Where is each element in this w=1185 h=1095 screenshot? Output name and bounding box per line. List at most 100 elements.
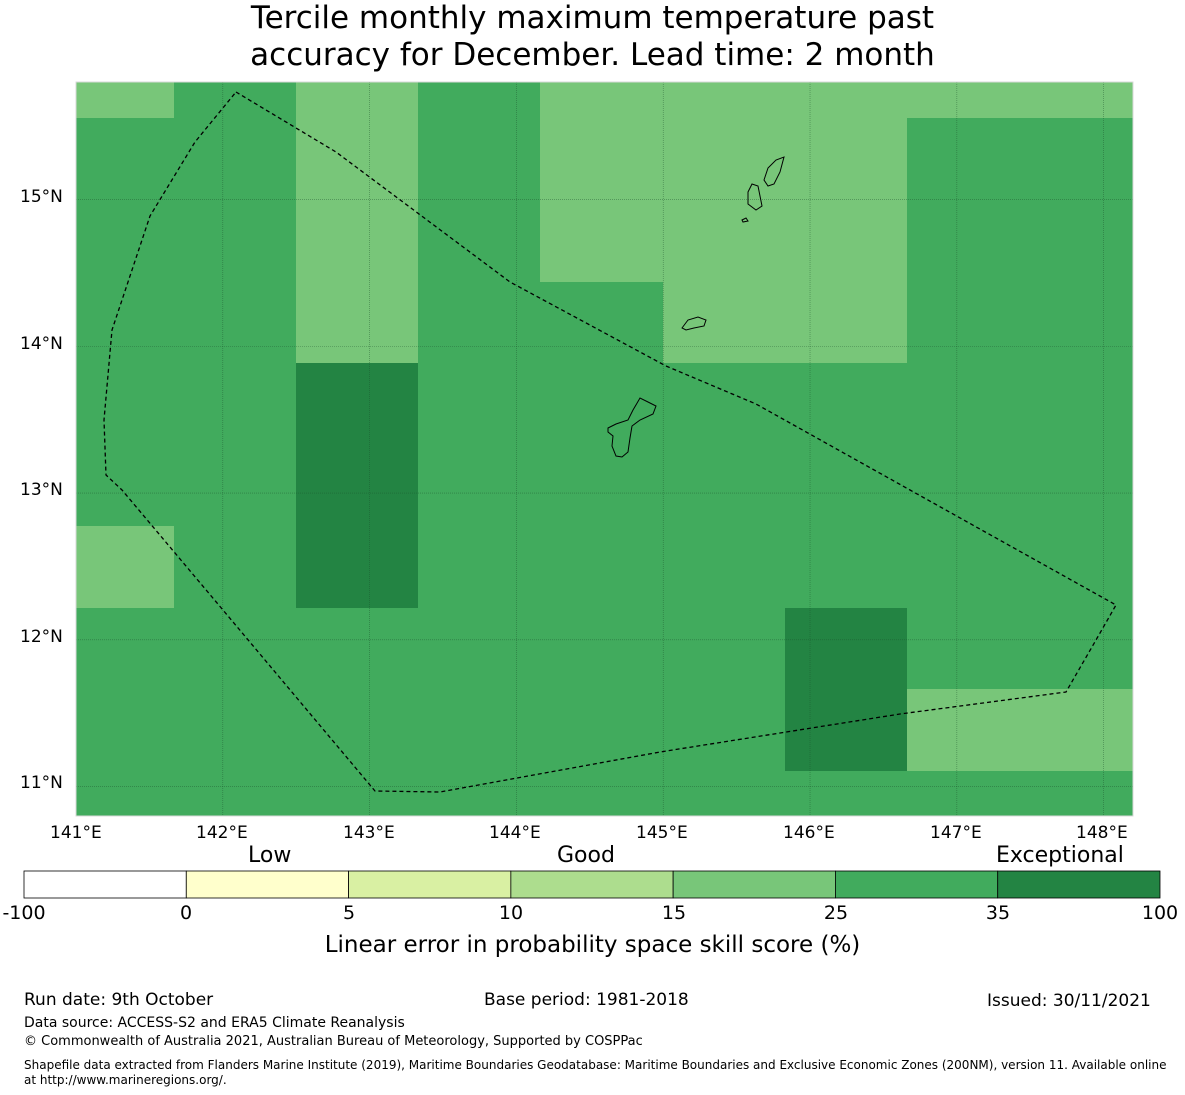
grid-cell xyxy=(785,363,908,446)
grid-cell xyxy=(663,363,786,446)
run-date: Run date: 9th October xyxy=(24,990,214,1010)
colorbar-tick: 10 xyxy=(498,902,524,924)
grid-cell xyxy=(540,363,664,446)
islands xyxy=(607,156,785,458)
grid-cell xyxy=(663,526,786,609)
grid-cell xyxy=(1029,689,1134,772)
grid-cell xyxy=(907,771,1030,817)
grid-cell xyxy=(663,82,786,119)
grid-cell xyxy=(418,82,541,119)
grid-cell xyxy=(785,445,908,527)
lon-tick: 148°E xyxy=(1076,823,1128,843)
grid-cell xyxy=(785,118,908,201)
island-tinian xyxy=(747,183,763,211)
lon-tick: 144°E xyxy=(489,823,541,843)
grid-cell xyxy=(174,445,297,527)
grid-cell xyxy=(907,282,1030,364)
grid-cell xyxy=(907,689,1030,772)
grid-cell xyxy=(76,82,175,119)
colorbar xyxy=(23,870,1161,899)
colorbar-segment xyxy=(348,870,512,899)
grid-cell xyxy=(418,363,541,446)
grid-cell xyxy=(76,771,175,817)
grid-cell xyxy=(418,118,541,201)
grid-cell xyxy=(76,363,175,446)
grid-cell xyxy=(907,526,1030,609)
copyright: © Commonwealth of Australia 2021, Austra… xyxy=(24,1034,643,1049)
grid-cell xyxy=(296,445,419,527)
lon-tick: 142°E xyxy=(196,823,248,843)
grid-cell xyxy=(418,689,541,772)
grid-cell xyxy=(76,282,175,364)
colorbar-tick: 0 xyxy=(179,902,193,924)
grid-cell xyxy=(540,282,664,364)
category-low: Low xyxy=(248,843,292,868)
grid-cell xyxy=(418,608,541,690)
colorbar-segment xyxy=(997,870,1161,899)
grid-cell xyxy=(174,526,297,609)
grid-cell xyxy=(174,200,297,283)
grid-cell xyxy=(296,689,419,772)
grid-cell xyxy=(1029,282,1134,364)
grid-cell xyxy=(907,118,1030,201)
grid-cell xyxy=(907,82,1030,119)
grid-cell xyxy=(296,282,419,364)
grid-cell xyxy=(76,689,175,772)
colorbar-segment xyxy=(23,870,187,899)
grid-cell xyxy=(296,526,419,609)
grid-cell xyxy=(540,82,664,119)
grid-cell xyxy=(1029,526,1134,609)
grid-cell xyxy=(1029,200,1134,283)
grid-cell xyxy=(540,689,664,772)
grid-cell xyxy=(296,200,419,283)
shapefile-credit-line-1: Shapefile data extracted from Flanders M… xyxy=(24,1058,1167,1072)
graticule xyxy=(75,82,1133,816)
colorbar-tick: 35 xyxy=(985,902,1011,924)
grid-cell xyxy=(663,608,786,690)
map-frame xyxy=(75,81,1134,817)
grid-cell xyxy=(540,771,664,817)
colorbar-tick: 25 xyxy=(823,902,849,924)
lon-tick: 147°E xyxy=(930,823,982,843)
grid-cell xyxy=(540,445,664,527)
grid-cell xyxy=(785,200,908,283)
grid-cell xyxy=(540,200,664,283)
base-period: Base period: 1981-2018 xyxy=(484,990,689,1010)
grid-cell xyxy=(663,282,786,364)
grid-cell xyxy=(296,82,419,119)
grid-cell xyxy=(174,689,297,772)
grid-cell xyxy=(540,118,664,201)
grid-cell xyxy=(76,526,175,609)
lat-tick: 11°N xyxy=(20,773,63,793)
category-good: Good xyxy=(557,843,615,868)
grid-cell xyxy=(1029,118,1134,201)
grid-cell xyxy=(1029,363,1134,446)
grid-cell xyxy=(296,608,419,690)
grid-cell xyxy=(174,363,297,446)
map-title: Tercile monthly maximum temperature past… xyxy=(0,0,1185,74)
colorbar-tick: -100 xyxy=(2,902,46,924)
grid-cell xyxy=(785,282,908,364)
lat-tick: 12°N xyxy=(20,627,63,647)
colorbar-segment xyxy=(185,870,349,899)
grid-cell xyxy=(540,526,664,609)
lat-tick: 15°N xyxy=(20,187,63,207)
category-exceptional: Exceptional xyxy=(996,843,1124,868)
grid-cell xyxy=(907,445,1030,527)
grid-cell xyxy=(174,771,297,817)
grid-cell xyxy=(785,526,908,609)
lon-tick: 146°E xyxy=(783,823,835,843)
colorbar-segment xyxy=(672,870,836,899)
grid-cell xyxy=(1029,771,1134,817)
grid-cell xyxy=(174,608,297,690)
grid-cell xyxy=(1029,608,1134,690)
grid-cell xyxy=(174,282,297,364)
grid-cell xyxy=(663,771,786,817)
grid-cell xyxy=(663,445,786,527)
grid-cell xyxy=(76,200,175,283)
grid-cell xyxy=(418,445,541,527)
skill-grid xyxy=(76,82,1134,817)
lon-tick: 143°E xyxy=(343,823,395,843)
lat-tick: 14°N xyxy=(20,334,63,354)
grid-cell xyxy=(540,608,664,690)
